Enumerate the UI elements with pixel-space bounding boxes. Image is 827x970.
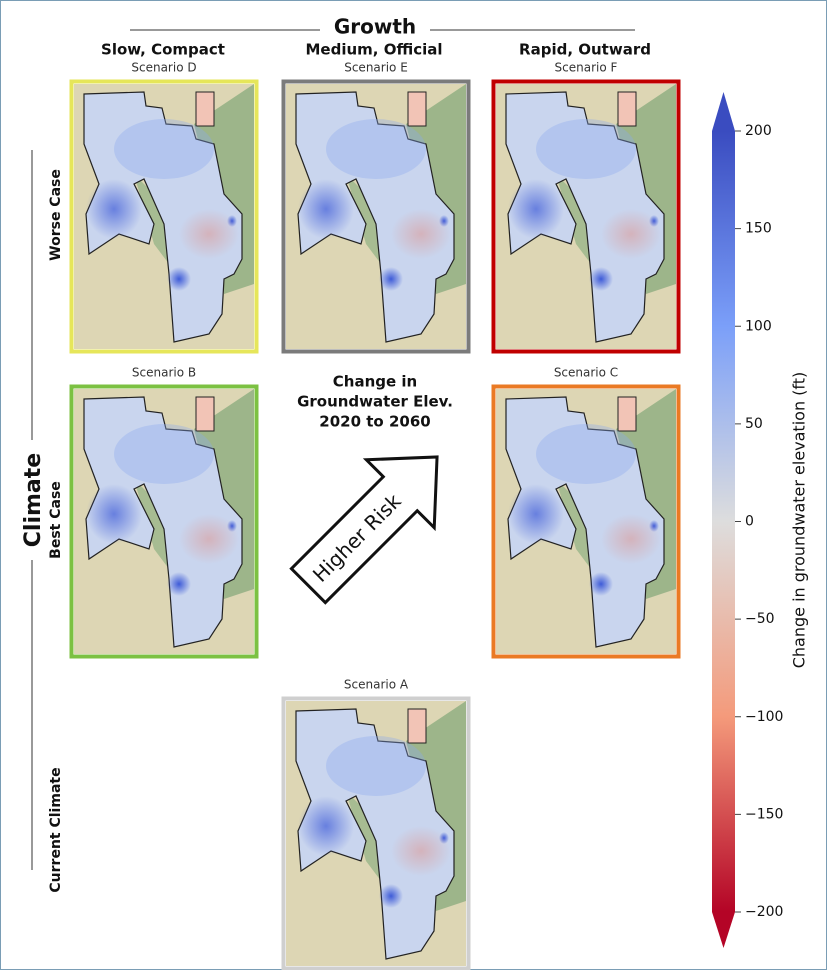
column-label: Slow, Compact [101, 41, 225, 59]
colorbar-tick-label: 0 [745, 514, 754, 530]
row-label: Current Climate [48, 767, 64, 892]
colorbar-tick-label: −150 [745, 806, 783, 822]
map-panel [286, 701, 466, 966]
map [496, 84, 676, 349]
risk-arrow: Higher Risk [274, 423, 471, 620]
colorbar-tick-label: −50 [745, 611, 775, 627]
colorbar-tick-label: 100 [745, 318, 772, 334]
map [286, 84, 466, 349]
center-title: Groundwater Elev. [297, 393, 453, 411]
map-panel [74, 84, 254, 349]
figure: Growth Slow, Compact Medium, Official Ra… [0, 0, 827, 970]
colorbar-extend [712, 92, 735, 131]
map-panel [496, 84, 676, 349]
scenario-label: Scenario F [555, 61, 618, 75]
map-panel [286, 84, 466, 349]
colorbar-tick-label: −200 [745, 904, 783, 920]
map [74, 84, 254, 349]
center-title: 2020 to 2060 [319, 413, 430, 431]
colorbar-tick-label: −100 [745, 709, 783, 725]
column-label: Medium, Official [306, 41, 443, 59]
scenario-label: Scenario C [554, 366, 618, 380]
map-panel [496, 389, 676, 654]
map-panel [74, 389, 254, 654]
map [496, 389, 676, 654]
colorbar: Change in groundwater elevation (ft) 200… [712, 92, 809, 948]
colorbar-extend [712, 912, 735, 948]
colorbar-label: Change in groundwater elevation (ft) [790, 372, 809, 669]
scenario-label: Scenario A [344, 678, 409, 692]
side-title: Climate [21, 453, 46, 547]
scenario-label: Scenario B [132, 366, 196, 380]
colorbar-tick-label: 150 [745, 221, 772, 237]
center-title: Change in [333, 373, 417, 391]
colorbar-fill [712, 131, 735, 912]
scenario-label: Scenario D [131, 61, 196, 75]
column-label: Rapid, Outward [519, 41, 651, 59]
header-title: Growth [334, 15, 416, 39]
colorbar-tick-label: 50 [745, 416, 763, 432]
map [286, 701, 466, 966]
colorbar-tick-label: 200 [745, 123, 772, 139]
map [74, 389, 254, 654]
row-label: Best Case [48, 481, 64, 559]
scenario-label: Scenario E [344, 61, 408, 75]
row-label: Worse Case [48, 169, 64, 261]
